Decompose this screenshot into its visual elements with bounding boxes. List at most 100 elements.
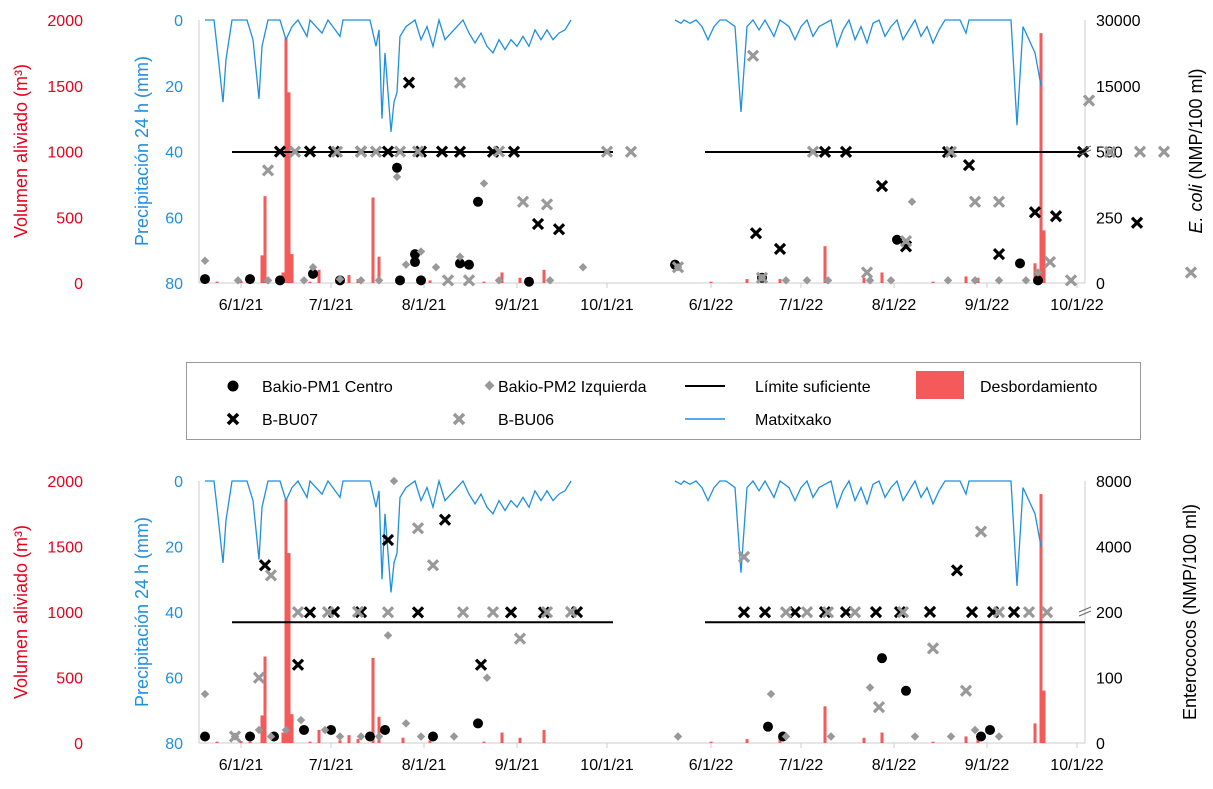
overflow-bar — [239, 281, 243, 283]
cross-stroke — [959, 684, 973, 697]
cross-stroke — [1133, 145, 1147, 158]
pm2-point — [826, 732, 836, 741]
bu07-point — [552, 223, 566, 236]
bu06-point — [453, 76, 467, 89]
pm2-point — [254, 725, 264, 735]
legend-pm2-label: Bakio-PM2 Izquierda — [498, 379, 647, 396]
bu06-point — [288, 145, 302, 158]
overflow-bar — [1042, 690, 1046, 743]
pm1-point — [308, 268, 318, 279]
bu06-point — [1040, 606, 1054, 619]
cross-stroke — [737, 606, 751, 619]
x-tick-label: 7/1/21 — [309, 297, 354, 314]
bu06-point — [1157, 145, 1171, 158]
pm1-point — [200, 731, 210, 742]
bu06-point — [513, 632, 527, 645]
pm1-point — [473, 718, 483, 729]
bu07-point — [414, 145, 428, 158]
legend-overflow-swatch — [916, 371, 964, 399]
cross-stroke — [456, 606, 470, 619]
bu06-point — [992, 195, 1006, 208]
ecoli-unit: (NMP/100 ml) — [1186, 68, 1206, 184]
cross-stroke — [926, 642, 940, 655]
cross-stroke — [393, 145, 407, 158]
right-tick-label: 200 — [1096, 605, 1123, 622]
pm2-point — [383, 631, 393, 640]
cross-stroke — [758, 606, 772, 619]
pm2-point — [781, 732, 791, 741]
pm2-point — [416, 732, 426, 741]
pm2-point — [266, 732, 276, 741]
legend-pm1-marker — [227, 380, 239, 392]
pm2-point — [578, 263, 588, 272]
cross-stroke — [441, 274, 455, 287]
bu07-point — [818, 145, 832, 158]
precip-tick-label: 0 — [174, 13, 183, 30]
pm2-point — [392, 172, 402, 182]
vol-tick-label: 0 — [74, 736, 83, 753]
cross-stroke — [552, 223, 566, 236]
pm2-point — [233, 276, 243, 285]
precip-tick-label: 20 — [165, 540, 183, 557]
cross-stroke — [923, 605, 937, 618]
bu06-point — [540, 198, 554, 211]
overflow-bar — [482, 741, 486, 743]
bu06-point — [291, 606, 305, 619]
pm1-point — [473, 196, 483, 207]
pm1-point — [395, 275, 405, 286]
bu06-point — [369, 145, 383, 158]
bu06-point — [926, 642, 940, 655]
pm2-point — [946, 732, 956, 741]
top-plot-area — [200, 17, 1198, 287]
bottom-plot-area — [200, 476, 1085, 743]
bu07-point — [507, 145, 521, 158]
bu07-point — [381, 145, 395, 158]
overflow-bar — [542, 269, 546, 283]
cross-stroke — [321, 606, 335, 619]
overflow-bar — [401, 737, 405, 743]
cross-stroke — [1157, 145, 1171, 158]
cross-stroke — [992, 195, 1006, 208]
bu06-point — [755, 271, 769, 284]
pm2-point — [970, 276, 980, 285]
pm2-point — [200, 689, 210, 699]
x-tick-label: 6/1/21 — [219, 297, 264, 314]
bu06-point — [564, 605, 578, 619]
bu06-point — [806, 145, 820, 158]
bu07-point — [291, 658, 305, 671]
bu06-point — [330, 145, 344, 158]
bu06-point — [1064, 274, 1078, 287]
right-tick-label: 250 — [1096, 210, 1123, 227]
pm1-point — [985, 724, 995, 735]
pm1-point — [1015, 258, 1025, 269]
overflow-bar — [709, 741, 713, 743]
cross-stroke — [531, 217, 545, 231]
overflow-bar — [308, 281, 312, 283]
cross-stroke — [486, 606, 500, 619]
bu06-point — [486, 606, 500, 619]
overflow-bar — [745, 739, 749, 743]
right-tick-label: 8000 — [1096, 474, 1132, 491]
overflow-bar — [778, 739, 782, 743]
bu07-point — [818, 606, 832, 619]
bottom-precip-axis-label: Precipitación 24 h (mm) — [132, 517, 152, 707]
pm2-point — [865, 276, 875, 285]
bottom-axis-break — [1078, 606, 1092, 617]
cross-stroke — [1184, 266, 1198, 279]
bottom-precip-ticks: 0 20 40 60 80 — [165, 474, 183, 753]
pm2-point — [335, 274, 345, 284]
x-tick-label: 8/1/22 — [872, 757, 917, 774]
bu06-point — [860, 266, 874, 279]
cross-stroke — [381, 145, 395, 158]
cross-stroke — [624, 145, 638, 158]
bu07-point — [923, 605, 937, 618]
pm1-point — [976, 731, 986, 742]
precip-tick-label: 60 — [165, 210, 183, 227]
top-precip-ticks: 0 20 40 60 80 — [165, 13, 183, 293]
overflow-bar — [248, 741, 252, 743]
bu07-point — [758, 606, 772, 619]
pm2-point — [401, 260, 411, 269]
pm1-point — [200, 274, 210, 285]
overflow-bar — [745, 279, 749, 283]
overflow-bar — [1033, 723, 1037, 743]
